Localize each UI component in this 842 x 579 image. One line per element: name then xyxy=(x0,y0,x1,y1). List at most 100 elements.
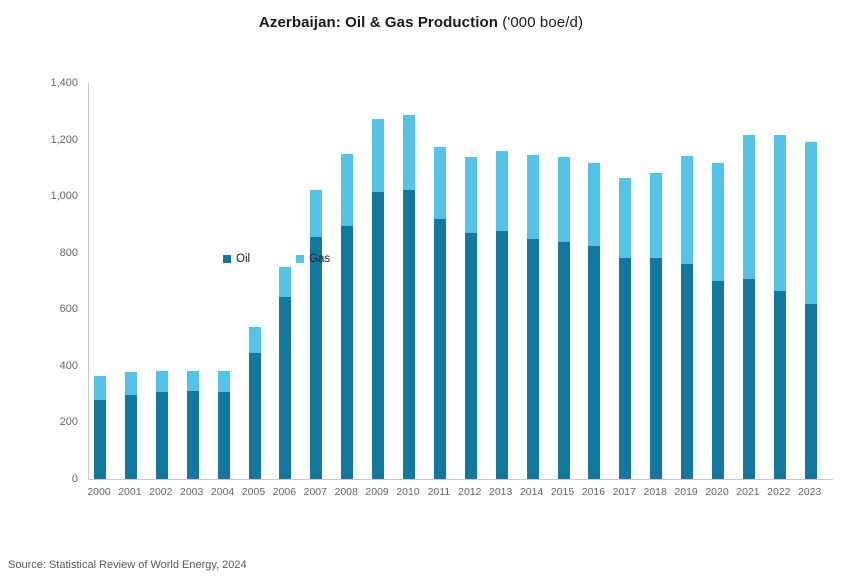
bar-segment-gas xyxy=(248,327,261,354)
bar-2012 xyxy=(464,156,477,479)
bar-segment-oil xyxy=(433,219,446,479)
bar-segment-oil xyxy=(217,391,230,479)
bar-segment-oil xyxy=(403,189,415,479)
bar-segment-oil xyxy=(155,392,168,479)
bar-segment-gas xyxy=(310,189,323,237)
x-tick-label: 2002 xyxy=(149,486,173,498)
bar-segment-oil xyxy=(773,290,786,479)
plot-area: Oil Gas xyxy=(88,83,833,480)
bar-segment-oil xyxy=(464,232,477,479)
bar-segment-gas xyxy=(712,162,724,282)
bar-segment-gas xyxy=(557,156,570,243)
bar-segment-gas xyxy=(464,156,477,233)
bar-segment-oil xyxy=(495,230,508,479)
x-tick-label: 2005 xyxy=(241,486,266,498)
bar-segment-oil xyxy=(248,353,261,479)
legend: Oil Gas xyxy=(223,253,330,265)
bar-segment-gas xyxy=(279,266,292,297)
x-tick-label: 2011 xyxy=(427,486,451,498)
x-tick-label: 2018 xyxy=(643,486,667,498)
y-tick-label: 0 xyxy=(71,473,78,485)
bar-segment-oil xyxy=(124,395,137,479)
bar-segment-oil xyxy=(279,296,292,479)
x-tick-label: 2007 xyxy=(303,486,327,498)
x-tick-label: 2015 xyxy=(550,486,575,498)
bar-segment-oil xyxy=(557,242,570,479)
bar-2021 xyxy=(742,135,755,479)
bar-2010 xyxy=(403,114,415,479)
x-tick-label: 2014 xyxy=(519,486,544,498)
bar-segment-oil xyxy=(94,399,106,479)
legend-item-gas: Gas xyxy=(296,253,330,265)
y-tick-label: 1,000 xyxy=(50,190,78,203)
x-tick-label: 2004 xyxy=(210,486,235,498)
bar-2023 xyxy=(804,141,817,479)
bar-2015 xyxy=(557,156,570,479)
chart-title-main: Azerbaijan: Oil & Gas Production xyxy=(258,14,498,31)
bar-2019 xyxy=(681,155,694,479)
bar-2020 xyxy=(712,162,724,479)
bar-segment-gas xyxy=(124,371,137,395)
bar-segment-oil xyxy=(341,225,354,479)
bar-2009 xyxy=(372,118,385,479)
bar-segment-gas xyxy=(588,163,601,246)
bar-2006 xyxy=(279,266,292,479)
bar-segment-oil xyxy=(681,264,694,479)
bar-2000 xyxy=(94,375,106,479)
bar-2002 xyxy=(155,370,168,479)
x-tick-label: 2013 xyxy=(489,486,513,498)
y-tick-label: 600 xyxy=(59,303,78,316)
source-note: Source: Statistical Review of World Ener… xyxy=(8,559,247,571)
y-tick-label: 1,200 xyxy=(50,133,78,146)
x-tick-label: 2023 xyxy=(798,486,822,498)
legend-swatch-oil xyxy=(223,255,231,263)
y-tick-label: 400 xyxy=(59,359,78,372)
x-tick-label: 2017 xyxy=(612,486,636,498)
x-tick-label: 2008 xyxy=(334,486,358,498)
bar-segment-oil xyxy=(526,239,539,479)
legend-swatch-gas xyxy=(296,255,305,263)
bar-segment-gas xyxy=(804,141,817,304)
x-tick-label: 2016 xyxy=(581,486,606,498)
x-tick-label: 2000 xyxy=(87,486,111,498)
x-tick-label: 2019 xyxy=(674,486,698,498)
x-tick-label: 2022 xyxy=(767,486,791,498)
bar-segment-gas xyxy=(526,155,539,240)
bar-segment-gas xyxy=(94,375,106,400)
bar-segment-oil xyxy=(186,391,199,479)
bar-2013 xyxy=(495,151,508,479)
bar-segment-gas xyxy=(495,151,508,231)
y-tick-label: 800 xyxy=(59,246,78,259)
bar-2022 xyxy=(773,134,786,479)
bar-segment-oil xyxy=(712,281,724,479)
bar-segment-gas xyxy=(681,155,694,265)
bar-segment-gas xyxy=(217,370,230,392)
bar-2016 xyxy=(588,163,601,479)
bar-segment-gas xyxy=(403,114,415,190)
chart-title-unit: ('000 boe/d) xyxy=(498,14,584,31)
y-tick-label: 1,400 xyxy=(50,77,78,89)
bar-segment-oil xyxy=(588,245,601,479)
legend-label: Gas xyxy=(309,253,331,265)
legend-label: Oil xyxy=(236,253,251,265)
bar-segment-oil xyxy=(372,192,385,479)
bar-segment-gas xyxy=(341,154,354,226)
bar-segment-oil xyxy=(804,303,817,479)
bar-segment-oil xyxy=(310,236,323,479)
x-tick-label: 2001 xyxy=(118,486,142,498)
bar-segment-oil xyxy=(619,257,632,479)
y-tick-label: 200 xyxy=(59,416,78,429)
x-tick-label: 2006 xyxy=(272,486,297,498)
legend-item-oil: Oil xyxy=(223,253,250,265)
chart-title: Azerbaijan: Oil & Gas Production ('000 b… xyxy=(0,14,842,31)
bar-segment-oil xyxy=(650,258,663,479)
bar-segment-gas xyxy=(372,118,385,193)
bar-segment-gas xyxy=(155,370,168,393)
bar-2005 xyxy=(248,327,261,479)
x-tick-label: 2012 xyxy=(458,486,482,498)
bar-2001 xyxy=(124,371,137,479)
bar-segment-gas xyxy=(186,370,199,392)
bar-2014 xyxy=(526,155,539,479)
x-tick-label: 2020 xyxy=(705,486,729,498)
bar-2003 xyxy=(186,370,199,479)
